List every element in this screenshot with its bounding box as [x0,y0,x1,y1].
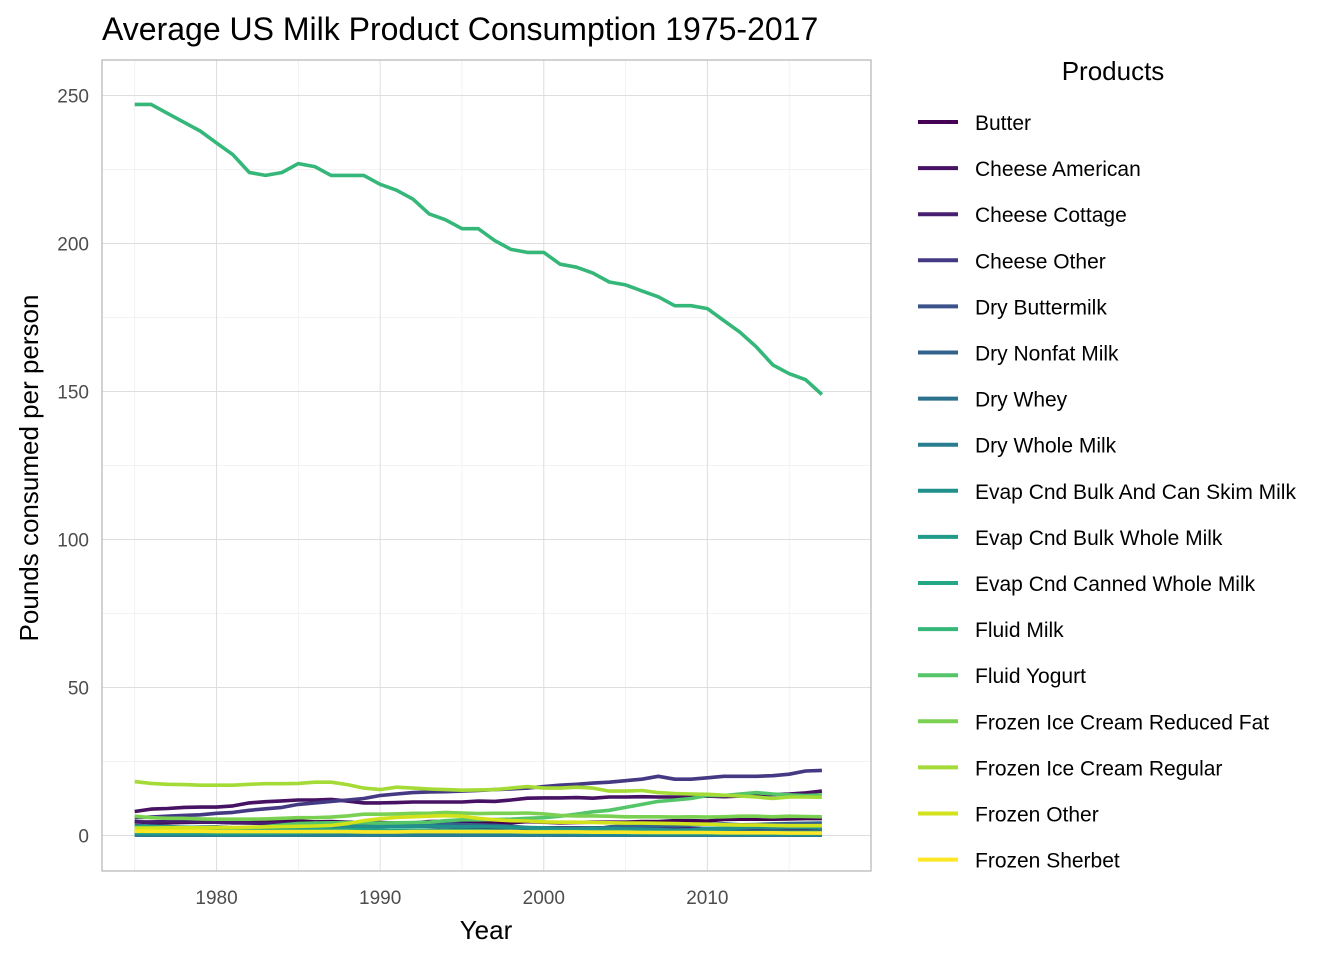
y-tick-label: 200 [57,235,89,256]
series-line-fluid-milk [134,102,824,396]
legend-label: Evap Cnd Bulk And Can Skim Milk [975,481,1296,504]
legend-label: Dry Nonfat Milk [975,343,1119,366]
y-tick-label: 250 [57,87,89,108]
legend-label: Evap Cnd Bulk Whole Milk [975,527,1223,550]
series-line-frozen-ice-cream-reduced-fat [134,810,822,822]
legend-label: Cheese American [975,158,1141,181]
x-tick-label: 1980 [195,888,237,909]
legend-label: Frozen Ice Cream Reduced Fat [975,711,1269,734]
series-line-frozen-sherbet [134,829,822,835]
legend-label: Evap Cnd Canned Whole Milk [975,573,1256,596]
legend-label: Butter [975,112,1031,135]
y-tick-label: 150 [57,383,89,404]
y-tick-label: 100 [57,530,89,551]
x-tick-label: 2010 [686,888,728,909]
plot-panel-border [101,59,872,872]
series-line-frozen-other [134,813,822,830]
legend-label: Frozen Sherbet [975,850,1120,873]
legend-label: Cheese Other [975,250,1106,273]
legend-label: Frozen Other [975,804,1099,827]
legend-label: Fluid Milk [975,619,1064,642]
y-axis-ticks: 0 50 100 150 200 250 [57,87,89,848]
minor-gridlines [102,60,871,871]
y-tick-label: 0 [78,826,89,847]
chart-title: Average US Milk Product Consumption 1975… [102,11,818,47]
series-lines [134,102,824,838]
legend-label: Dry Whole Milk [975,435,1117,458]
x-axis-ticks: 1980 1990 2000 2010 [195,888,728,909]
legend-title: Products [1062,56,1165,86]
x-tick-label: 2000 [523,888,565,909]
x-axis-title: Year [460,915,513,945]
x-tick-label: 1990 [359,888,401,909]
legend-label: Dry Buttermilk [975,296,1107,319]
legend-label: Fluid Yogurt [975,665,1086,688]
legend: Butter Cheese American Cheese Cottage Chees… [918,112,1296,873]
y-axis-title: Pounds consumed per person [14,295,44,642]
legend-label: Cheese Cottage [975,204,1127,227]
legend-label: Dry Whey [975,389,1068,412]
series-line-frozen-ice-cream-regular [134,779,822,801]
legend-label: Frozen Ice Cream Regular [975,757,1222,780]
y-tick-label: 50 [68,678,89,699]
